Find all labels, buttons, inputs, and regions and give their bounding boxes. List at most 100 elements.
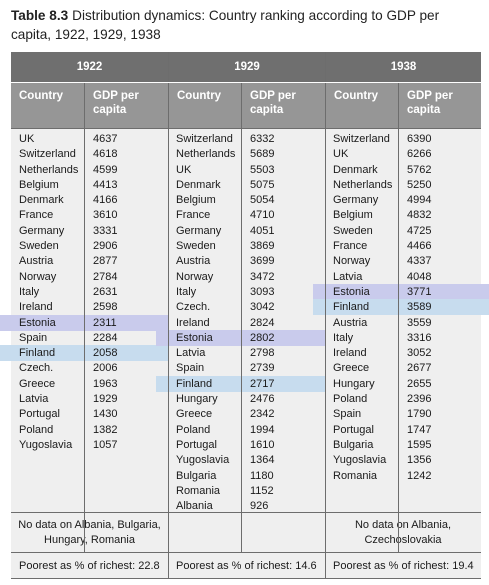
gdp-cell: 2631 bbox=[93, 285, 118, 298]
table-number: Table 8.3 bbox=[11, 8, 69, 23]
gdp-cell: 3610 bbox=[93, 209, 118, 222]
gdp-cell: 2877 bbox=[93, 255, 118, 268]
country-cell: Czech. bbox=[19, 362, 54, 375]
no-data-note-1922: No data on Albania, Bulgaria, Hungary, R… bbox=[18, 519, 161, 546]
country-cell: Spain bbox=[19, 331, 48, 344]
gdp-cell: 1747 bbox=[407, 423, 432, 436]
gdp-cell: 1152 bbox=[250, 484, 274, 497]
gdp-cell: 2476 bbox=[250, 393, 275, 406]
gdp-cell: 3472 bbox=[250, 270, 275, 283]
gdp-cell: 3699 bbox=[250, 255, 275, 268]
finland-highlight bbox=[156, 375, 325, 392]
country-list-1922: UK Switzerland Netherlands Belgium Denmark Fr… bbox=[19, 132, 82, 453]
country-cell: UK bbox=[19, 133, 35, 145]
country-cell: France bbox=[19, 209, 54, 222]
country-cell: Austria bbox=[19, 255, 54, 268]
gdp-cell: 2717 bbox=[250, 377, 275, 390]
country-cell: Germany bbox=[176, 224, 222, 237]
poorest-ratio-1929: Poorest as % of richest: 14.6 bbox=[176, 560, 317, 572]
gdp-cell: 4710 bbox=[250, 209, 275, 222]
country-cell: Latvia bbox=[176, 347, 206, 360]
country-cell: Belgium bbox=[176, 194, 216, 207]
country-cell: Italy bbox=[333, 331, 354, 344]
country-cell: Hungary bbox=[333, 377, 375, 390]
gdp-cell: 2284 bbox=[93, 331, 118, 344]
country-cell: Netherlands bbox=[19, 163, 79, 176]
country-cell: Denmark bbox=[19, 194, 64, 207]
country-cell: Switzerland bbox=[333, 133, 390, 145]
gdp-cell: 2739 bbox=[250, 362, 275, 375]
gdp-cell: 2677 bbox=[407, 362, 432, 375]
country-cell: Bulgaria bbox=[176, 469, 217, 482]
group-divider bbox=[168, 52, 169, 579]
gdp-cell: 4051 bbox=[250, 224, 275, 237]
gdp-cell: 5762 bbox=[407, 163, 432, 176]
notes-top-rule bbox=[11, 512, 481, 513]
country-cell: Switzerland bbox=[176, 133, 233, 145]
gdp-list-1922: 4637 4618 4599 4413 4166 3610 3331 2906 2877 2784… bbox=[93, 132, 165, 453]
country-list-1938: Switzerland UK Denmark Netherlands Germany Be… bbox=[333, 132, 396, 484]
country-cell: Norway bbox=[333, 255, 371, 268]
gdp-cell: 1180 bbox=[250, 469, 274, 482]
gdp-cell: 3589 bbox=[407, 301, 432, 314]
country-cell: Yugoslavia bbox=[176, 454, 230, 467]
country-cell: Netherlands bbox=[333, 178, 393, 191]
country-cell: Belgium bbox=[333, 209, 373, 222]
gdp-cell: 4994 bbox=[407, 194, 432, 207]
gdp-cell: 4725 bbox=[407, 224, 432, 237]
gdp-cell: 6332 bbox=[250, 133, 275, 145]
gdp-cell: 6390 bbox=[407, 133, 432, 145]
country-cell: UK bbox=[176, 163, 192, 176]
country-cell: Poland bbox=[176, 423, 211, 436]
country-cell: France bbox=[333, 240, 368, 253]
country-cell: Austria bbox=[333, 316, 368, 329]
table-bottom-rule bbox=[11, 578, 481, 579]
country-cell: Germany bbox=[333, 194, 379, 207]
country-cell: Spain bbox=[176, 362, 205, 375]
country-cell: Finland bbox=[333, 301, 370, 314]
gdp-cell: 3331 bbox=[93, 224, 118, 237]
gdp-column-header: GDP per capita bbox=[399, 83, 481, 128]
gdp-column-header: GDP per capita bbox=[85, 83, 168, 128]
country-cell: Greece bbox=[333, 362, 370, 375]
column-divider bbox=[84, 83, 85, 552]
country-cell: Romania bbox=[176, 484, 221, 497]
country-cell: Czech. bbox=[176, 301, 211, 314]
gdp-cell: 2906 bbox=[93, 240, 118, 253]
gdp-cell: 1610 bbox=[250, 438, 275, 451]
header-separator bbox=[11, 82, 481, 83]
country-cell: Ireland bbox=[333, 347, 367, 360]
country-cell: Portugal bbox=[176, 438, 217, 451]
finland-highlight bbox=[313, 299, 489, 316]
gdp-cell: 1356 bbox=[407, 454, 432, 467]
gdp-cell: 1057 bbox=[93, 438, 118, 451]
gdp-cell: 1790 bbox=[407, 408, 432, 421]
country-cell: Albania bbox=[176, 500, 213, 513]
table-title: Distribution dynamics: Country ranking a… bbox=[11, 8, 440, 42]
column-divider bbox=[398, 83, 399, 552]
country-cell: Italy bbox=[19, 285, 40, 298]
gdp-cell: 2784 bbox=[93, 270, 118, 283]
country-cell: Ireland bbox=[176, 316, 210, 329]
gdp-cell: 1963 bbox=[93, 377, 118, 390]
country-cell: Poland bbox=[19, 423, 54, 436]
country-cell: Poland bbox=[333, 393, 368, 406]
gdp-cell: 2342 bbox=[250, 408, 275, 421]
country-cell: Portugal bbox=[19, 408, 60, 421]
gdp-cell: 2655 bbox=[407, 377, 432, 390]
gdp-cell: 1595 bbox=[407, 438, 432, 451]
poorest-ratio-1938: Poorest as % of richest: 19.4 bbox=[333, 560, 474, 572]
estonia-highlight bbox=[313, 284, 489, 300]
gdp-cell: 2311 bbox=[93, 316, 117, 329]
country-column-header: Country bbox=[11, 83, 84, 128]
gdp-cell: 3042 bbox=[250, 301, 275, 314]
gdp-cell: 5503 bbox=[250, 163, 275, 176]
country-cell: Spain bbox=[333, 408, 362, 421]
country-cell: Denmark bbox=[333, 163, 378, 176]
table-caption: Table 8.3 Distribution dynamics: Country … bbox=[11, 6, 481, 44]
gdp-cell: 2006 bbox=[93, 362, 118, 375]
gdp-cell: 3052 bbox=[407, 347, 432, 360]
country-cell: Hungary bbox=[176, 393, 218, 406]
country-cell: Austria bbox=[176, 255, 211, 268]
country-cell: Estonia bbox=[19, 316, 56, 329]
